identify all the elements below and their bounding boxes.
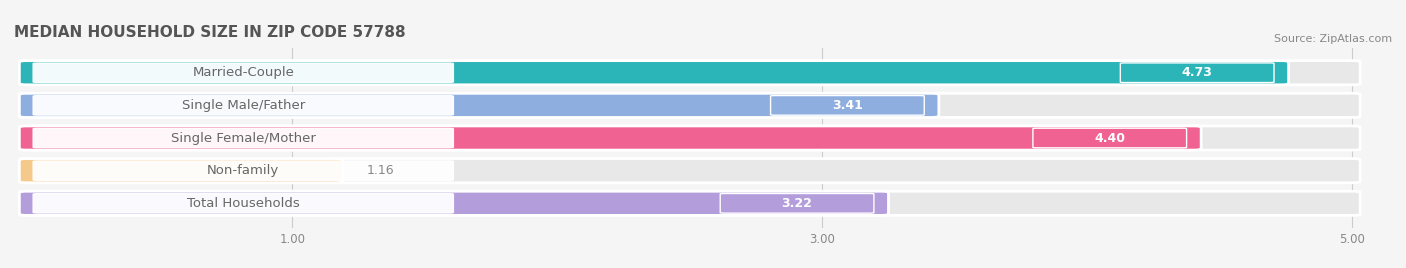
FancyBboxPatch shape <box>34 96 453 115</box>
FancyBboxPatch shape <box>20 61 1360 85</box>
Text: Married-Couple: Married-Couple <box>193 66 294 79</box>
Text: 3.41: 3.41 <box>832 99 863 112</box>
FancyBboxPatch shape <box>20 61 1288 85</box>
FancyBboxPatch shape <box>20 191 889 215</box>
Text: 3.22: 3.22 <box>782 197 813 210</box>
FancyBboxPatch shape <box>1033 128 1187 148</box>
FancyBboxPatch shape <box>20 93 939 117</box>
Text: Non-family: Non-family <box>207 164 280 177</box>
Text: 4.40: 4.40 <box>1094 132 1125 144</box>
Text: MEDIAN HOUSEHOLD SIZE IN ZIP CODE 57788: MEDIAN HOUSEHOLD SIZE IN ZIP CODE 57788 <box>14 25 406 40</box>
FancyBboxPatch shape <box>20 126 1360 150</box>
FancyBboxPatch shape <box>20 159 1360 183</box>
FancyBboxPatch shape <box>34 161 453 180</box>
Text: 1.16: 1.16 <box>367 164 394 177</box>
FancyBboxPatch shape <box>1121 63 1274 83</box>
Text: Source: ZipAtlas.com: Source: ZipAtlas.com <box>1274 34 1392 44</box>
Text: Single Female/Mother: Single Female/Mother <box>170 132 316 144</box>
FancyBboxPatch shape <box>34 193 453 213</box>
FancyBboxPatch shape <box>720 193 875 213</box>
FancyBboxPatch shape <box>34 128 453 148</box>
FancyBboxPatch shape <box>20 159 343 183</box>
Text: Single Male/Father: Single Male/Father <box>181 99 305 112</box>
FancyBboxPatch shape <box>20 126 1201 150</box>
FancyBboxPatch shape <box>770 96 924 115</box>
FancyBboxPatch shape <box>20 191 1360 215</box>
Text: 4.73: 4.73 <box>1182 66 1212 79</box>
Text: Total Households: Total Households <box>187 197 299 210</box>
FancyBboxPatch shape <box>34 63 453 83</box>
FancyBboxPatch shape <box>20 93 1360 117</box>
